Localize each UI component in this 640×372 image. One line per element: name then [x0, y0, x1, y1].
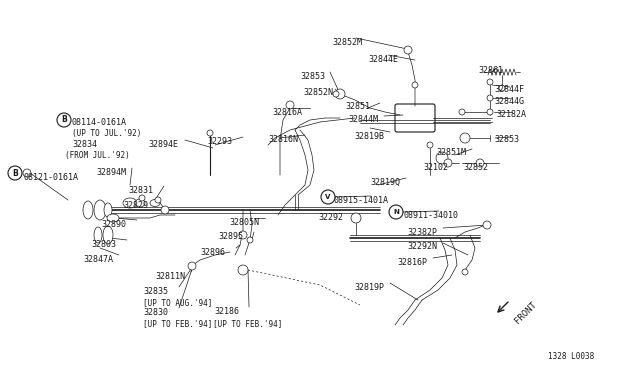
Text: B: B [61, 115, 67, 125]
Circle shape [57, 113, 71, 127]
Circle shape [412, 82, 418, 88]
Circle shape [483, 221, 491, 229]
Text: [UP TO AUG.'94]: [UP TO AUG.'94] [143, 298, 212, 307]
Text: 32890: 32890 [101, 220, 126, 229]
Circle shape [499, 85, 505, 91]
Circle shape [23, 169, 31, 177]
Circle shape [389, 205, 403, 219]
Text: 32834: 32834 [72, 140, 97, 149]
Circle shape [459, 109, 465, 115]
Text: 32844E: 32844E [368, 55, 398, 64]
Circle shape [487, 95, 493, 101]
Text: 32293: 32293 [207, 137, 232, 146]
Text: 32182A: 32182A [496, 110, 526, 119]
Text: 32816A: 32816A [272, 108, 302, 117]
Text: 32186: 32186 [214, 307, 239, 316]
Text: 1328 L0038: 1328 L0038 [548, 352, 595, 361]
Circle shape [321, 190, 335, 204]
Text: 32894E: 32894E [148, 140, 178, 149]
Text: 32853: 32853 [300, 72, 325, 81]
Circle shape [335, 89, 345, 99]
Text: 32852N: 32852N [303, 88, 333, 97]
Text: 32819P: 32819P [354, 283, 384, 292]
Text: 32847A: 32847A [83, 255, 113, 264]
Text: 32895: 32895 [218, 232, 243, 241]
Circle shape [238, 265, 248, 275]
Circle shape [487, 109, 493, 115]
Text: 32292N: 32292N [407, 242, 437, 251]
Ellipse shape [123, 198, 137, 208]
Circle shape [207, 130, 213, 136]
Ellipse shape [94, 227, 102, 243]
Text: 32805N: 32805N [229, 218, 259, 227]
Text: 32844G: 32844G [494, 97, 524, 106]
Text: 32844F: 32844F [494, 85, 524, 94]
Text: 32852M: 32852M [332, 38, 362, 47]
Ellipse shape [83, 201, 93, 219]
Text: 32819Q: 32819Q [370, 178, 400, 187]
Circle shape [155, 197, 161, 203]
Text: 32102: 32102 [423, 163, 448, 172]
Text: 32844M: 32844M [348, 115, 378, 124]
Circle shape [487, 79, 493, 85]
Text: 32819B: 32819B [354, 132, 384, 141]
Text: V: V [325, 194, 331, 200]
Text: 32816N: 32816N [268, 135, 298, 144]
Text: (UP TO JUL.'92): (UP TO JUL.'92) [72, 129, 141, 138]
Circle shape [188, 262, 196, 270]
Circle shape [139, 195, 145, 201]
Circle shape [404, 46, 412, 54]
Text: 32894M: 32894M [96, 168, 126, 177]
Circle shape [476, 159, 484, 167]
Circle shape [286, 101, 294, 109]
Text: 32853: 32853 [494, 135, 519, 144]
Text: 32803: 32803 [91, 240, 116, 249]
Circle shape [436, 152, 448, 164]
Circle shape [247, 237, 253, 243]
Text: (FROM JUL.'92): (FROM JUL.'92) [65, 151, 130, 160]
Text: 32851: 32851 [345, 102, 370, 111]
Text: B: B [12, 169, 18, 177]
Text: FRONT: FRONT [513, 300, 538, 326]
Text: [UP TO FEB.'94]: [UP TO FEB.'94] [213, 319, 282, 328]
Text: N: N [393, 209, 399, 215]
Text: 32816P: 32816P [397, 258, 427, 267]
Ellipse shape [107, 214, 119, 222]
Ellipse shape [150, 199, 160, 206]
Ellipse shape [135, 199, 145, 207]
Circle shape [351, 213, 361, 223]
Text: 32292: 32292 [318, 213, 343, 222]
Circle shape [239, 231, 247, 239]
Text: 32382P: 32382P [407, 228, 437, 237]
Ellipse shape [104, 203, 112, 217]
Text: 08911-34010: 08911-34010 [403, 211, 458, 220]
Text: 32852: 32852 [463, 163, 488, 172]
Text: 08114-0161A: 08114-0161A [72, 118, 127, 127]
Ellipse shape [94, 200, 106, 220]
Circle shape [8, 166, 22, 180]
Text: 32861: 32861 [478, 66, 503, 75]
Text: 32835: 32835 [143, 287, 168, 296]
Text: 32811N: 32811N [155, 272, 185, 281]
Text: 32831: 32831 [128, 186, 153, 195]
Ellipse shape [103, 226, 113, 244]
Circle shape [460, 133, 470, 143]
Text: 08915-1401A: 08915-1401A [334, 196, 389, 205]
Text: [UP TO FEB.'94]: [UP TO FEB.'94] [143, 319, 212, 328]
Text: 08121-0161A: 08121-0161A [24, 173, 79, 182]
Circle shape [427, 142, 433, 148]
Text: 32830: 32830 [143, 308, 168, 317]
FancyBboxPatch shape [395, 104, 435, 132]
Circle shape [444, 159, 452, 167]
Circle shape [333, 91, 339, 97]
Circle shape [161, 206, 169, 214]
Text: 32829: 32829 [123, 201, 148, 210]
Circle shape [462, 269, 468, 275]
Text: 32851M: 32851M [436, 148, 466, 157]
Text: 32896: 32896 [200, 248, 225, 257]
